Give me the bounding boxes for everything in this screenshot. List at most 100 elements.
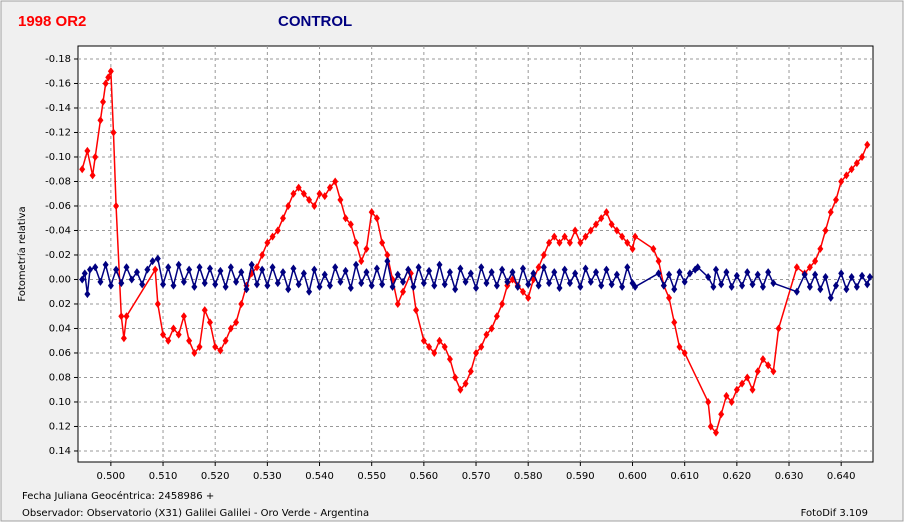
data-point xyxy=(801,270,808,279)
data-point xyxy=(525,293,532,302)
data-point xyxy=(92,152,99,161)
y-tick-label: 0.14 xyxy=(49,446,71,457)
data-point xyxy=(733,271,740,280)
data-point xyxy=(613,270,620,279)
data-point xyxy=(467,367,474,376)
data-point xyxy=(822,226,829,235)
data-point xyxy=(436,260,443,269)
data-point xyxy=(102,79,109,88)
data-point xyxy=(827,208,834,217)
data-point xyxy=(462,277,469,286)
data-point xyxy=(775,324,782,333)
data-point xyxy=(118,279,125,288)
data-point xyxy=(827,293,834,302)
data-point xyxy=(759,355,766,364)
data-point xyxy=(478,342,485,351)
data-point xyxy=(712,428,719,437)
data-point xyxy=(488,268,495,277)
data-point xyxy=(681,348,688,357)
data-point xyxy=(363,244,370,253)
data-point xyxy=(749,280,756,289)
data-point xyxy=(394,299,401,308)
data-point xyxy=(264,238,271,247)
data-point xyxy=(707,422,714,431)
data-point xyxy=(196,342,203,351)
data-point xyxy=(347,284,354,293)
data-point xyxy=(175,330,182,339)
x-tick-label: 0.560 xyxy=(410,471,439,482)
data-point xyxy=(754,367,761,376)
x-tick-label: 0.610 xyxy=(670,471,699,482)
data-point xyxy=(499,265,506,274)
data-point xyxy=(259,265,266,274)
data-point xyxy=(843,285,850,294)
y-tick-label: -0.10 xyxy=(45,152,71,163)
y-tick-label: 0.04 xyxy=(49,323,71,334)
data-point xyxy=(107,67,114,76)
data-point xyxy=(363,268,370,277)
data-point xyxy=(253,280,260,289)
data-point xyxy=(290,264,297,273)
data-point xyxy=(191,282,198,291)
data-point xyxy=(405,265,412,274)
y-tick-label: -0.18 xyxy=(45,54,71,65)
data-point xyxy=(582,264,589,273)
data-point xyxy=(300,189,307,198)
data-point xyxy=(170,324,177,333)
data-point xyxy=(290,189,297,198)
data-point xyxy=(587,277,594,286)
data-point xyxy=(822,273,829,282)
data-point xyxy=(864,140,871,149)
data-point xyxy=(368,281,375,290)
data-point xyxy=(269,263,276,272)
data-point xyxy=(629,244,636,253)
data-point xyxy=(212,342,219,351)
data-point xyxy=(238,299,245,308)
data-point xyxy=(81,269,88,278)
data-point xyxy=(264,281,271,290)
data-point xyxy=(160,330,167,339)
data-point xyxy=(705,273,712,282)
data-point xyxy=(342,214,349,223)
data-point xyxy=(389,282,396,291)
data-point xyxy=(473,284,480,293)
data-point xyxy=(107,281,114,290)
data-point xyxy=(373,264,380,273)
data-point xyxy=(410,282,417,291)
data-point xyxy=(572,226,579,235)
data-point xyxy=(420,336,427,345)
data-point xyxy=(483,279,490,288)
data-point xyxy=(446,268,453,277)
data-point xyxy=(113,265,120,274)
data-point xyxy=(666,293,673,302)
data-point xyxy=(817,285,824,294)
y-tick-label: -0.16 xyxy=(45,78,71,89)
data-point xyxy=(838,177,845,186)
data-point xyxy=(467,269,474,278)
data-point xyxy=(180,277,187,286)
data-point xyxy=(624,238,631,247)
data-point xyxy=(274,226,281,235)
data-point xyxy=(337,277,344,286)
data-point xyxy=(650,244,657,253)
data-point xyxy=(441,342,448,351)
data-point xyxy=(191,348,198,357)
data-point xyxy=(332,177,339,186)
data-point xyxy=(540,250,547,259)
data-point xyxy=(84,290,91,299)
data-point xyxy=(519,264,526,273)
data-point xyxy=(540,263,547,272)
data-point xyxy=(718,410,725,419)
data-point xyxy=(165,336,172,345)
x-tick-label: 0.500 xyxy=(97,471,126,482)
data-point xyxy=(295,280,302,289)
data-point xyxy=(859,152,866,161)
data-point xyxy=(353,238,360,247)
y-tick-label: 0.10 xyxy=(49,397,71,408)
data-point xyxy=(848,165,855,174)
data-point xyxy=(196,263,203,272)
data-point xyxy=(394,270,401,279)
data-point xyxy=(509,268,516,277)
data-point xyxy=(133,268,140,277)
data-point xyxy=(285,201,292,210)
